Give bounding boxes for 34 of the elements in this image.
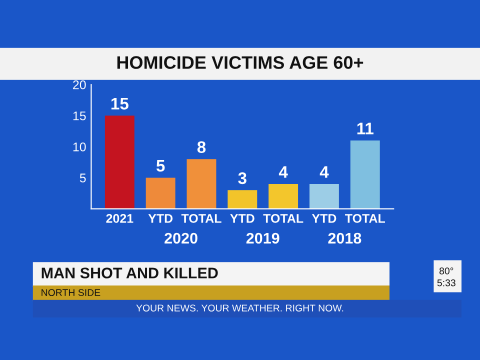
text: NORTH SIDE xyxy=(42,289,100,296)
bar xyxy=(146,178,176,209)
data-label: 5 xyxy=(156,160,165,172)
text: 80° xyxy=(439,268,454,274)
x-tick-label: YTD xyxy=(312,214,336,223)
bar xyxy=(268,184,298,209)
bar xyxy=(104,116,134,209)
y-tick-label: 15 xyxy=(73,112,86,120)
x-tick-label: TOTAL xyxy=(263,214,304,223)
x-tick-label: TOTAL xyxy=(181,214,222,223)
chart-title: HOMICIDE VICTIMS AGE 60+ xyxy=(117,56,364,69)
data-label: 4 xyxy=(278,166,288,178)
x-tick-label: YTD xyxy=(148,214,173,223)
data-label: 11 xyxy=(357,122,374,134)
bar xyxy=(350,140,380,209)
y-tick-label: 10 xyxy=(73,142,86,152)
data-label: 3 xyxy=(238,172,246,184)
text: 2020 xyxy=(164,232,198,244)
text: 5:33 xyxy=(437,279,456,286)
data-label: 15 xyxy=(111,98,128,110)
text: MAN SHOT AND KILLED xyxy=(42,268,218,278)
text: 2019 xyxy=(246,232,280,244)
text: YOUR NEWS. YOUR WEATHER. RIGHT NOW. xyxy=(136,304,344,312)
data-label: 4 xyxy=(320,166,329,178)
bar xyxy=(228,190,258,209)
bar xyxy=(309,184,339,209)
bar xyxy=(186,159,216,209)
text: 2018 xyxy=(328,232,362,244)
y-tick-label: 20 xyxy=(73,80,86,90)
x-tick-label: 2021 xyxy=(106,214,134,223)
x-tick-label: TOTAL xyxy=(345,214,386,223)
data-label: 8 xyxy=(197,141,206,154)
x-tick-label: YTD xyxy=(230,214,254,223)
y-tick-label: 5 xyxy=(80,174,86,182)
